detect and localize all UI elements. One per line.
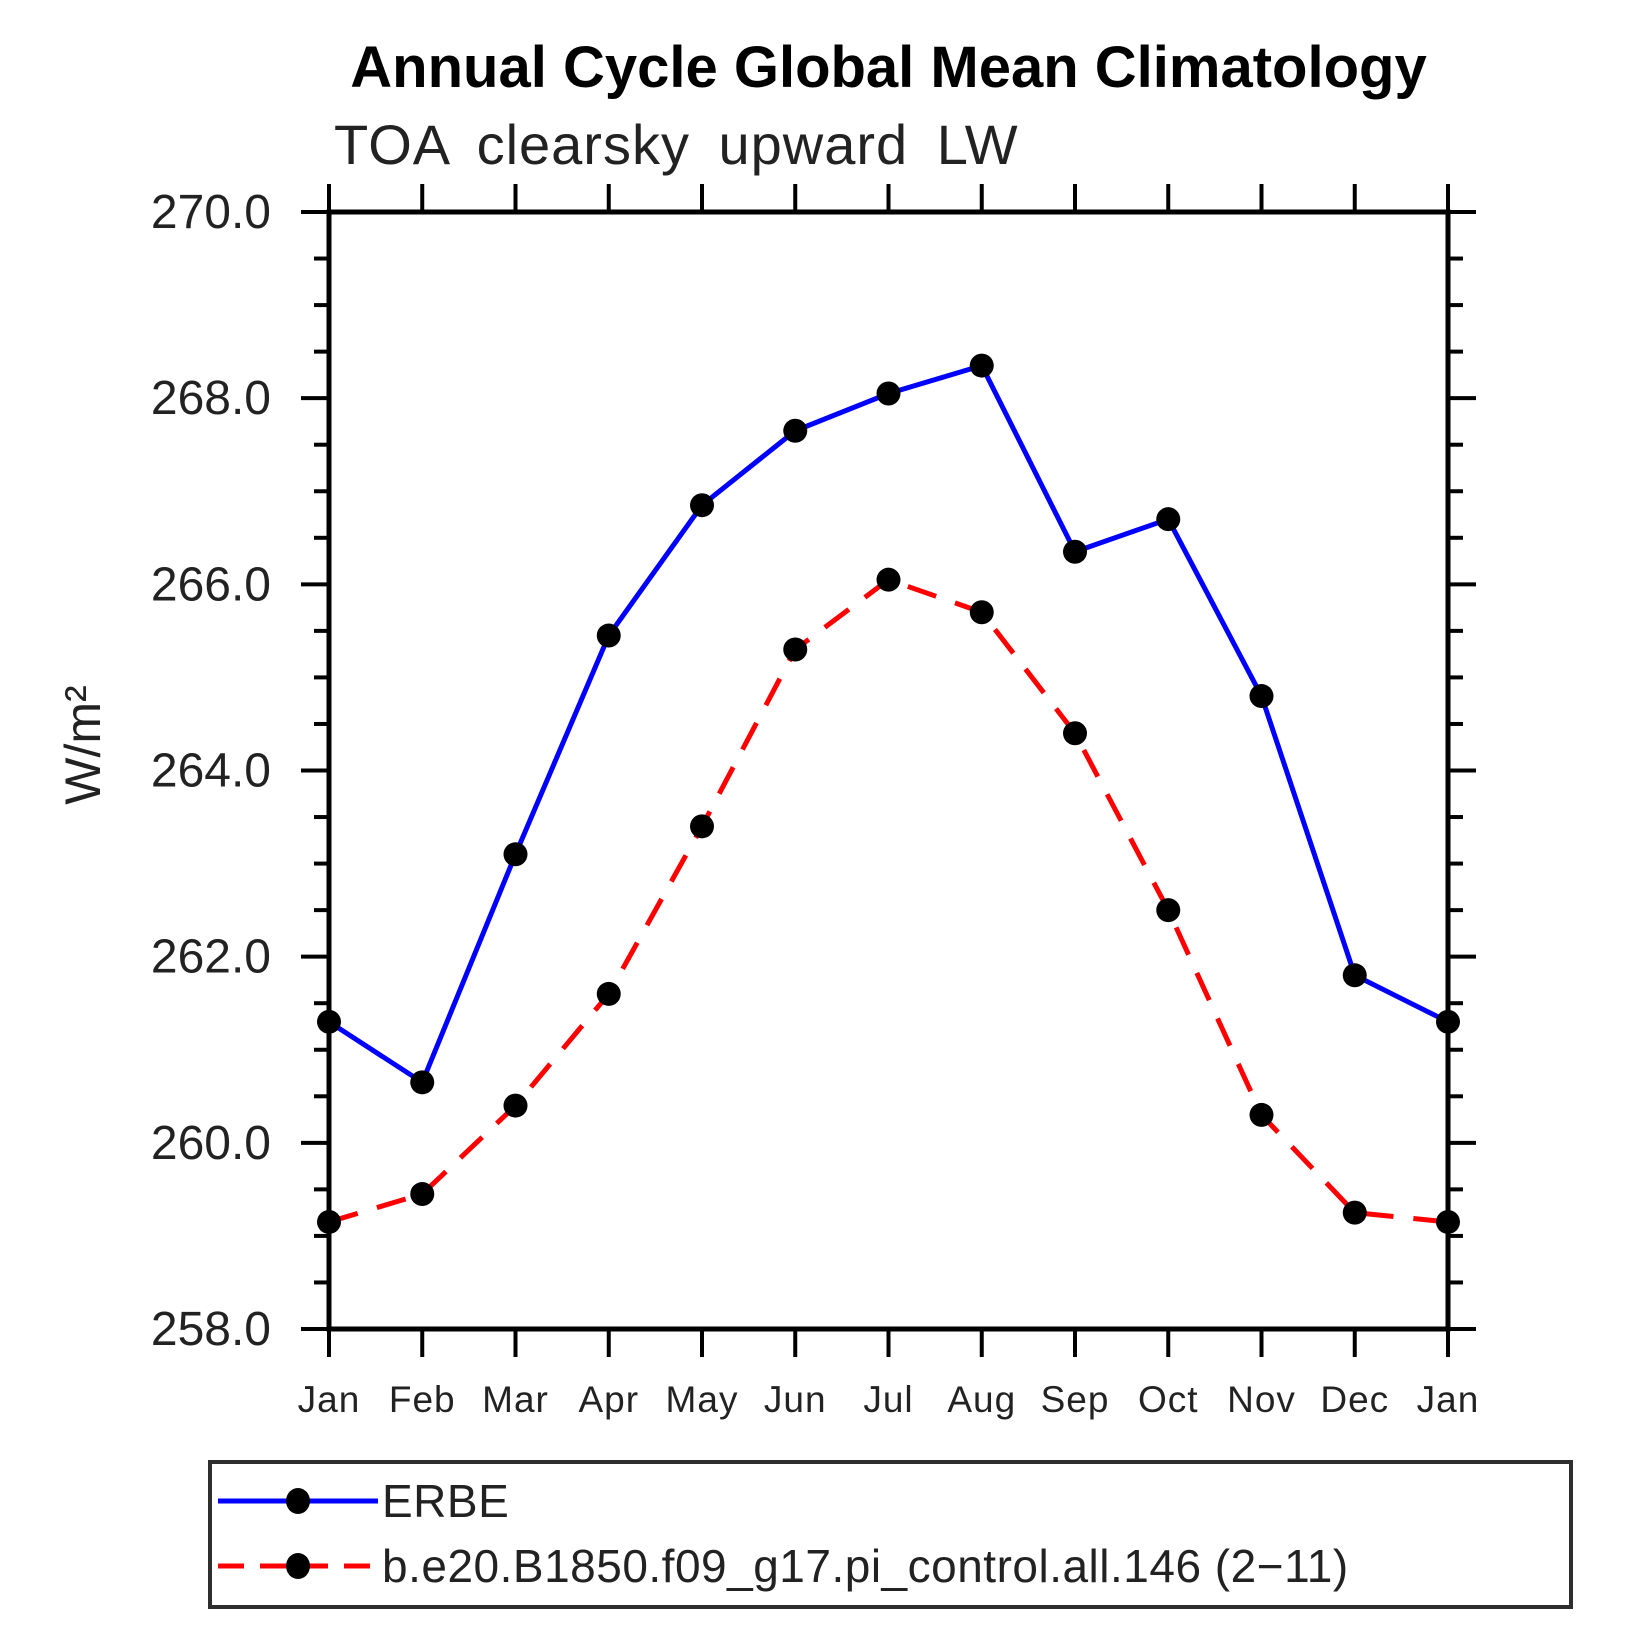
series-markers-1 <box>317 567 1460 1234</box>
data-point <box>1342 963 1367 988</box>
data-point <box>1063 721 1087 746</box>
chart-title: Annual Cycle Global Mean Climatology <box>350 35 1427 100</box>
y-axis-title: W/m² <box>55 685 111 804</box>
x-tick-label: Jan <box>1417 1379 1480 1420</box>
y-tick-label: 268.0 <box>151 372 271 425</box>
data-point <box>1156 898 1181 923</box>
legend-label-model: b.e20.B1850.f09_g17.pi_control.all.146 (… <box>382 1540 1349 1592</box>
legend-marker-icon <box>286 1553 310 1579</box>
legend-entry-model: b.e20.B1850.f09_g17.pi_control.all.146 (… <box>214 1540 1349 1592</box>
x-tick-label: Sep <box>1041 1379 1110 1420</box>
x-tick-label: Dec <box>1320 1379 1389 1420</box>
data-point <box>690 493 714 518</box>
data-point <box>596 981 621 1006</box>
y-tick-label: 258.0 <box>151 1303 271 1356</box>
legend: ERBE b.e20.B1850.f09_g17.pi_control.all.… <box>208 1460 1573 1609</box>
data-point <box>1436 1209 1460 1234</box>
y-tick-label: 270.0 <box>151 186 271 239</box>
series-markers-0 <box>317 353 1460 1095</box>
data-point <box>503 842 528 867</box>
y-tick-label: 262.0 <box>151 931 271 984</box>
data-point <box>876 381 901 406</box>
x-tick-label: Jul <box>863 1379 913 1420</box>
data-point <box>783 637 808 662</box>
x-tick-label: Jan <box>298 1379 361 1420</box>
y-axis-ticks <box>301 210 1476 1331</box>
chart-subtitle: TOA clearsky upward LW <box>334 113 1019 176</box>
legend-label-erbe: ERBE <box>382 1475 510 1527</box>
x-tick-label: Mar <box>482 1379 549 1420</box>
legend-entry-erbe: ERBE <box>214 1475 510 1527</box>
x-axis-ticks <box>327 184 1450 1357</box>
data-point <box>1436 1009 1460 1034</box>
data-point <box>1249 684 1274 709</box>
y-tick-label: 264.0 <box>151 745 271 798</box>
x-tick-label: Feb <box>389 1379 456 1420</box>
data-point <box>969 600 994 625</box>
data-point <box>317 1009 341 1034</box>
data-point <box>1342 1200 1367 1225</box>
legend-marker-icon <box>286 1488 310 1514</box>
x-tick-label: Aug <box>947 1379 1016 1420</box>
data-point <box>410 1070 435 1095</box>
data-point <box>783 418 808 443</box>
x-tick-label: May <box>666 1379 739 1420</box>
y-tick-label: 260.0 <box>151 1117 271 1170</box>
x-tick-label: Jun <box>764 1379 827 1420</box>
data-point <box>596 623 621 648</box>
y-tick-label: 266.0 <box>151 558 271 611</box>
data-point <box>503 1093 528 1118</box>
series-line-0 <box>327 363 1450 1085</box>
data-point <box>690 814 714 839</box>
legend-sample-line-dashed <box>218 1553 378 1579</box>
x-tick-label: Nov <box>1227 1379 1296 1420</box>
axis-frame <box>326 209 1451 1332</box>
data-point <box>876 567 901 592</box>
data-point <box>969 353 994 378</box>
x-tick-label: Apr <box>578 1379 639 1420</box>
legend-sample-line-solid <box>218 1488 378 1514</box>
data-point <box>410 1182 435 1207</box>
data-point <box>317 1209 341 1234</box>
data-point <box>1063 539 1087 564</box>
data-point <box>1156 507 1181 532</box>
x-tick-label: Oct <box>1138 1379 1199 1420</box>
data-point <box>1249 1102 1274 1127</box>
